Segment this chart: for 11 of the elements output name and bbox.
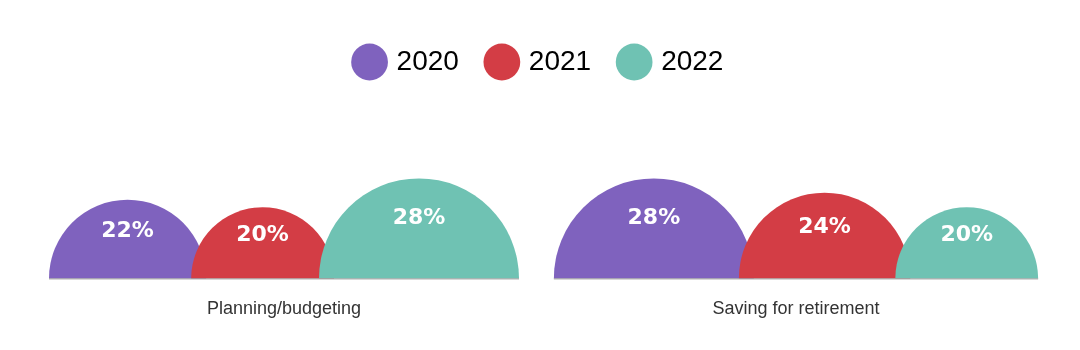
data-label: 28% [392, 204, 446, 230]
category-label: Planning/budgeting [206, 298, 362, 319]
data-label: 22% [101, 216, 154, 242]
category-label: Saving for retirement [712, 298, 880, 319]
data-label: 24% [798, 212, 851, 238]
legend-label: 2020 [396, 44, 459, 76]
legend-label: 2022 [661, 44, 724, 76]
data-label: 28% [627, 204, 681, 230]
data-label: 20% [236, 221, 289, 247]
data-label: 20% [940, 221, 994, 247]
legend-label: 2021 [528, 44, 592, 76]
